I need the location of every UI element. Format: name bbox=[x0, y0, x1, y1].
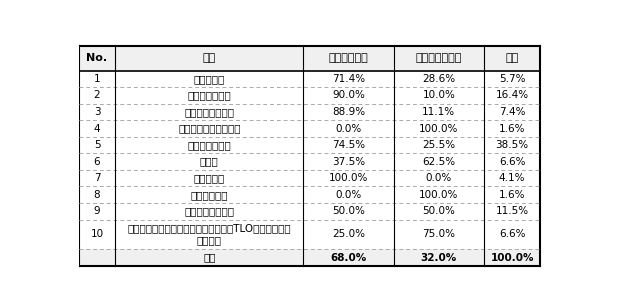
Text: 11.5%: 11.5% bbox=[496, 206, 529, 216]
Bar bbox=[79, 170, 540, 186]
Text: 輸送用機械製造業: 輸送用機械製造業 bbox=[185, 107, 234, 117]
Text: 16.4%: 16.4% bbox=[496, 91, 529, 101]
Text: 100.0%: 100.0% bbox=[329, 173, 368, 183]
Bar bbox=[79, 137, 540, 154]
Text: その他の非製造業: その他の非製造業 bbox=[185, 206, 234, 216]
Bar bbox=[79, 249, 540, 266]
Bar bbox=[79, 154, 540, 170]
Bar bbox=[79, 186, 540, 203]
Text: 88.9%: 88.9% bbox=[332, 107, 365, 117]
Bar bbox=[79, 219, 540, 249]
Text: 5: 5 bbox=[94, 140, 100, 150]
Text: 0.0%: 0.0% bbox=[335, 190, 362, 200]
Text: 4.1%: 4.1% bbox=[499, 173, 525, 183]
Text: 6.6%: 6.6% bbox=[499, 157, 525, 167]
Text: 100.0%: 100.0% bbox=[490, 253, 534, 263]
Text: 1: 1 bbox=[94, 74, 100, 84]
Text: 1.6%: 1.6% bbox=[499, 190, 525, 200]
Text: 7.4%: 7.4% bbox=[499, 107, 525, 117]
Text: 11.1%: 11.1% bbox=[422, 107, 455, 117]
Text: 分類: 分類 bbox=[203, 53, 216, 63]
Text: 71.4%: 71.4% bbox=[332, 74, 365, 84]
Text: 機械製造業: 機械製造業 bbox=[194, 74, 225, 84]
Text: 6: 6 bbox=[94, 157, 100, 167]
Text: 8: 8 bbox=[94, 190, 100, 200]
Text: 3: 3 bbox=[94, 107, 100, 117]
Text: 74.5%: 74.5% bbox=[332, 140, 365, 150]
Text: 62.5%: 62.5% bbox=[422, 157, 455, 167]
Text: 9: 9 bbox=[94, 206, 100, 216]
Text: 75.0%: 75.0% bbox=[422, 230, 455, 240]
Text: 情報通信業: 情報通信業 bbox=[194, 173, 225, 183]
Text: 37.5%: 37.5% bbox=[332, 157, 365, 167]
Text: 実施している: 実施している bbox=[329, 53, 369, 63]
Text: その他の製造業: その他の製造業 bbox=[188, 140, 231, 150]
Text: 電気機械製造業: 電気機械製造業 bbox=[188, 91, 231, 101]
Bar bbox=[79, 71, 540, 87]
Text: 業務用機械器具製造業: 業務用機械器具製造業 bbox=[178, 123, 241, 133]
Bar bbox=[79, 104, 540, 120]
Bar bbox=[79, 203, 540, 219]
Text: 38.5%: 38.5% bbox=[496, 140, 529, 150]
Text: 卸売・小売等: 卸売・小売等 bbox=[191, 190, 228, 200]
Text: 6.6%: 6.6% bbox=[499, 230, 525, 240]
Text: 建設業: 建設業 bbox=[200, 157, 219, 167]
Text: 1.6%: 1.6% bbox=[499, 123, 525, 133]
Text: 90.0%: 90.0% bbox=[332, 91, 365, 101]
Text: 4: 4 bbox=[94, 123, 100, 133]
Text: 実施していない: 実施していない bbox=[416, 53, 462, 63]
Text: 7: 7 bbox=[94, 173, 100, 183]
Text: 10: 10 bbox=[91, 230, 103, 240]
Bar bbox=[79, 120, 540, 137]
Text: 100.0%: 100.0% bbox=[419, 190, 459, 200]
Text: 0.0%: 0.0% bbox=[335, 123, 362, 133]
Text: 32.0%: 32.0% bbox=[421, 253, 457, 263]
Text: 68.0%: 68.0% bbox=[330, 253, 367, 263]
Text: 25.5%: 25.5% bbox=[422, 140, 455, 150]
Text: 50.0%: 50.0% bbox=[422, 206, 455, 216]
Text: 合計: 合計 bbox=[505, 53, 518, 63]
Bar bbox=[79, 46, 540, 71]
Text: 5.7%: 5.7% bbox=[499, 74, 525, 84]
Text: 25.0%: 25.0% bbox=[332, 230, 365, 240]
Text: 合計: 合計 bbox=[203, 253, 215, 263]
Text: 大学・研究開発独立行政法人・教育・TLO・公的研究機
関・公務: 大学・研究開発独立行政法人・教育・TLO・公的研究機 関・公務 bbox=[127, 223, 291, 246]
Text: 2: 2 bbox=[94, 91, 100, 101]
Bar bbox=[79, 87, 540, 104]
Text: 0.0%: 0.0% bbox=[426, 173, 452, 183]
Text: 50.0%: 50.0% bbox=[332, 206, 365, 216]
Text: 100.0%: 100.0% bbox=[419, 123, 459, 133]
Text: 28.6%: 28.6% bbox=[422, 74, 455, 84]
Text: 10.0%: 10.0% bbox=[422, 91, 455, 101]
Text: No.: No. bbox=[86, 53, 108, 63]
